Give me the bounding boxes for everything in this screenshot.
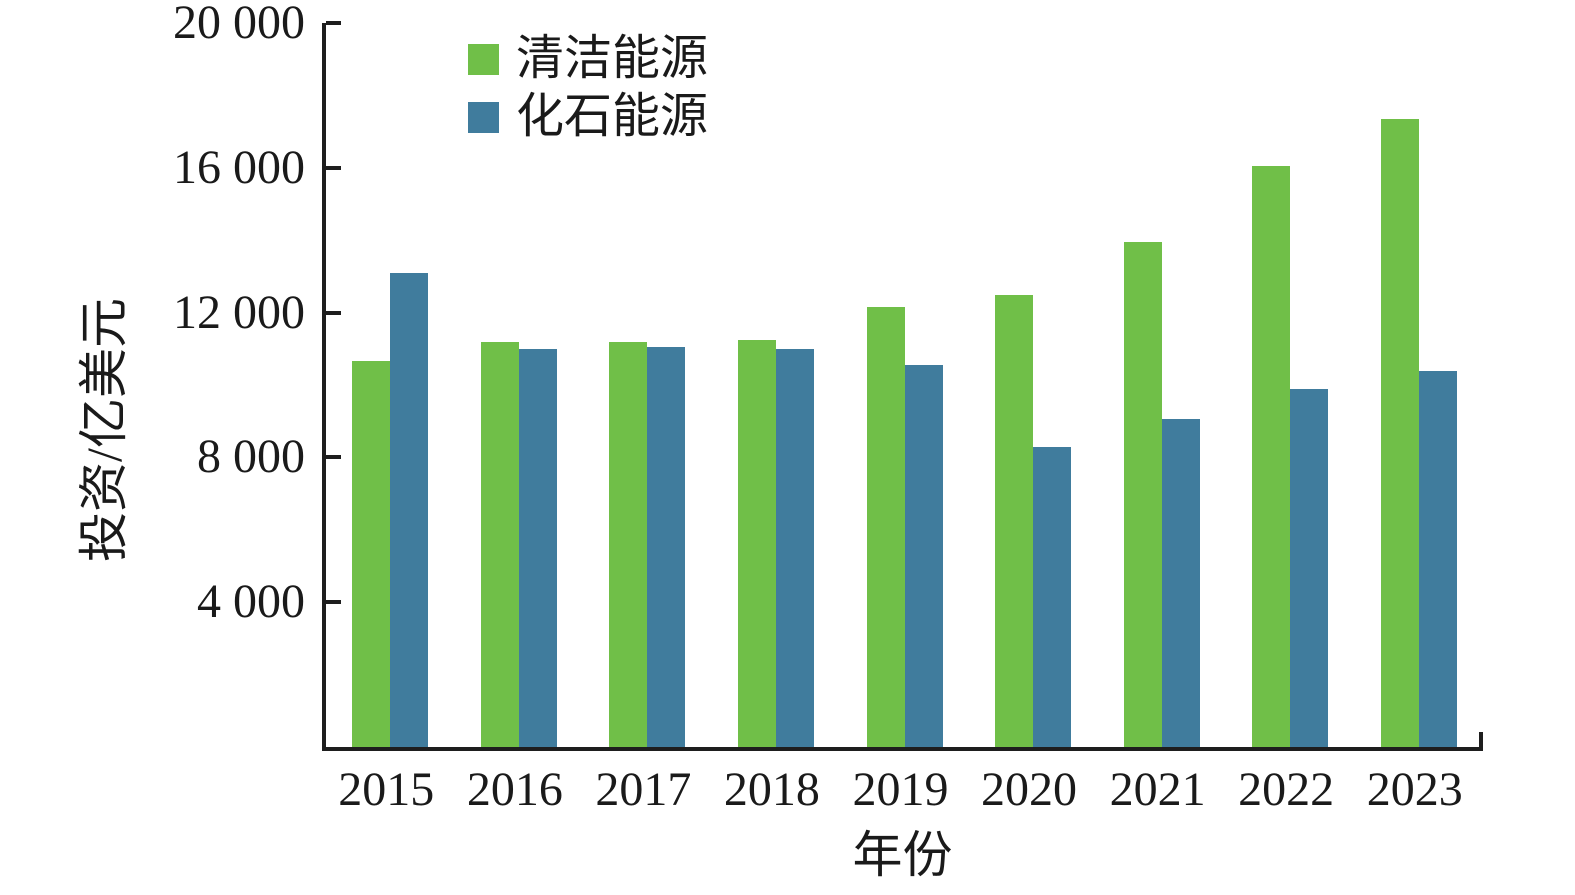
y-tick-4000 bbox=[326, 600, 341, 605]
legend: 清洁能源 化石能源 bbox=[468, 34, 708, 142]
bar-fossil-2022 bbox=[1290, 388, 1329, 747]
legend-label-clean-energy: 清洁能源 bbox=[516, 32, 709, 85]
y-tick-20000 bbox=[326, 21, 341, 25]
x-tick-label-2015: 2015 bbox=[338, 763, 435, 816]
y-tick-label-20000: 20 000 bbox=[173, 0, 305, 49]
legend-swatch-fossil-energy-icon bbox=[468, 101, 499, 133]
y-tick-label-4000: 4 000 bbox=[197, 575, 305, 629]
legend-swatch-clean-energy-icon bbox=[468, 43, 499, 75]
bar-fossil-2015 bbox=[390, 272, 429, 747]
bar-fossil-2021 bbox=[1161, 419, 1200, 747]
y-tick-8000 bbox=[326, 455, 341, 460]
x-tick-label-2019: 2019 bbox=[852, 763, 949, 816]
x-tick-label-2023: 2023 bbox=[1366, 763, 1463, 816]
y-tick-label-8000: 8 000 bbox=[197, 430, 305, 484]
bar-fossil-2020 bbox=[1033, 446, 1072, 747]
x-tick-label-2018: 2018 bbox=[723, 763, 820, 816]
legend-label-fossil-energy: 化石能源 bbox=[516, 90, 709, 143]
bar-fossil-2019 bbox=[904, 365, 943, 747]
bar-clean-2020 bbox=[995, 294, 1034, 747]
bar-clean-2015 bbox=[352, 361, 391, 747]
bar-clean-2023 bbox=[1380, 118, 1419, 747]
x-axis-title: 年份 bbox=[852, 827, 953, 883]
y-tick-label-12000: 12 000 bbox=[173, 285, 305, 339]
x-tick-label-2017: 2017 bbox=[595, 763, 692, 816]
x-tick-label-2020: 2020 bbox=[981, 763, 1078, 816]
bar-clean-2021 bbox=[1123, 242, 1162, 747]
legend-item-clean-energy: 清洁能源 bbox=[468, 34, 708, 84]
y-tick-12000 bbox=[326, 310, 341, 315]
legend-item-fossil-energy: 化石能源 bbox=[468, 92, 708, 142]
bar-fossil-2023 bbox=[1418, 370, 1457, 747]
bar-clean-2018 bbox=[737, 339, 776, 747]
x-tick-label-2016: 2016 bbox=[466, 763, 563, 816]
bar-clean-2017 bbox=[609, 341, 648, 747]
plot-area bbox=[322, 21, 1483, 751]
x-tick-label-2021: 2021 bbox=[1109, 763, 1206, 816]
bar-fossil-2016 bbox=[518, 348, 557, 747]
y-tick-16000 bbox=[326, 165, 341, 170]
bar-clean-2022 bbox=[1252, 166, 1291, 747]
bar-fossil-2018 bbox=[775, 348, 814, 747]
bar-fossil-2017 bbox=[647, 347, 686, 747]
bar-clean-2016 bbox=[480, 341, 519, 747]
y-axis-title: 投资/亿美元 bbox=[76, 298, 132, 562]
x-axis-end-tick bbox=[1479, 732, 1483, 747]
x-tick-label-2022: 2022 bbox=[1238, 763, 1335, 816]
y-tick-label-16000: 16 000 bbox=[173, 140, 305, 194]
bar-clean-2019 bbox=[866, 307, 905, 747]
